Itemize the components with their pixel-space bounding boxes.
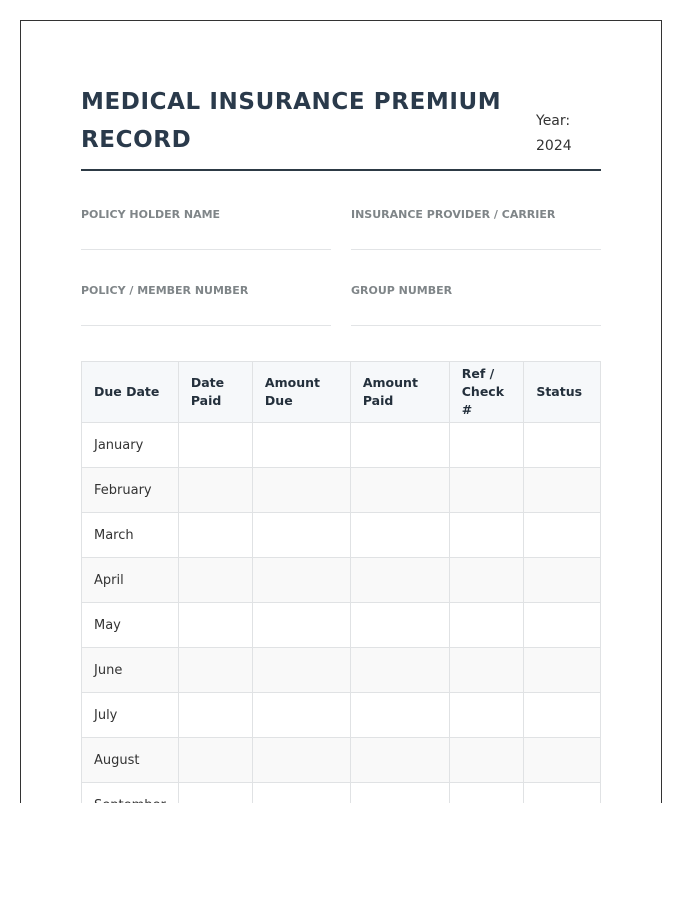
year-block: Year: 2024 (536, 109, 572, 159)
field-label: GROUP NUMBER (351, 284, 453, 297)
table-cell[interactable] (448, 602, 525, 648)
table-cell[interactable] (448, 512, 525, 558)
table-cell[interactable] (177, 557, 253, 603)
column-header: Date Paid (177, 361, 253, 423)
table-cell[interactable] (349, 602, 450, 648)
table-cell[interactable] (448, 692, 525, 738)
table-cell[interactable] (251, 782, 351, 803)
premium-table: Due Date Date Paid Amount Due Amount Paid Re… (81, 361, 601, 803)
document-page: MEDICAL INSURANCE PREMIUM RECORD Year: 2… (20, 20, 662, 803)
column-header: Due Date (81, 361, 179, 423)
table-cell[interactable] (448, 557, 525, 603)
table-cell[interactable] (177, 512, 253, 558)
table-cell[interactable] (251, 467, 351, 513)
table-cell[interactable] (448, 647, 525, 693)
table-cell[interactable] (177, 647, 253, 693)
field-label: POLICY / MEMBER NUMBER (81, 284, 249, 297)
table-cell[interactable] (523, 737, 601, 783)
month-cell: June (81, 647, 179, 693)
table-cell[interactable] (177, 467, 253, 513)
table-cell[interactable] (349, 782, 450, 803)
table-cell[interactable] (177, 602, 253, 648)
month-cell: May (81, 602, 179, 648)
table-cell[interactable] (523, 512, 601, 558)
table-cell[interactable] (251, 422, 351, 468)
policy-member-number-field[interactable]: POLICY / MEMBER NUMBER (81, 284, 331, 326)
table-cell[interactable] (177, 422, 253, 468)
table-row: May (81, 602, 601, 648)
table-cell[interactable] (251, 692, 351, 738)
table-row: July (81, 692, 601, 738)
table-cell[interactable] (448, 422, 525, 468)
table-row: September (81, 782, 601, 803)
insurance-provider-field[interactable]: INSURANCE PROVIDER / CARRIER (351, 208, 601, 250)
month-cell: August (81, 737, 179, 783)
month-cell: January (81, 422, 179, 468)
table-header-row: Due Date Date Paid Amount Due Amount Paid Re… (81, 361, 601, 423)
table-cell[interactable] (448, 737, 525, 783)
month-cell: March (81, 512, 179, 558)
table-cell[interactable] (177, 692, 253, 738)
table-cell[interactable] (523, 602, 601, 648)
field-label: POLICY HOLDER NAME (81, 208, 221, 221)
table-cell[interactable] (523, 422, 601, 468)
table-cell[interactable] (349, 647, 450, 693)
table-cell[interactable] (349, 467, 450, 513)
table-cell[interactable] (448, 467, 525, 513)
column-header: Amount Paid (349, 361, 450, 423)
table-cell[interactable] (251, 737, 351, 783)
table-cell[interactable] (177, 782, 253, 803)
page-title: MEDICAL INSURANCE PREMIUM RECORD (81, 89, 502, 153)
year-label: Year: (536, 113, 571, 129)
table-row: February (81, 467, 601, 513)
policy-holder-name-field[interactable]: POLICY HOLDER NAME (81, 208, 331, 250)
table-cell[interactable] (251, 512, 351, 558)
table-row: August (81, 737, 601, 783)
document-header: MEDICAL INSURANCE PREMIUM RECORD Year: 2… (81, 83, 601, 171)
table-cell[interactable] (523, 557, 601, 603)
table-cell[interactable] (523, 782, 601, 803)
month-cell: July (81, 692, 179, 738)
month-cell: February (81, 467, 179, 513)
table-cell[interactable] (523, 692, 601, 738)
month-cell: September (81, 782, 179, 803)
table-row: April (81, 557, 601, 603)
table-cell[interactable] (448, 782, 525, 803)
table-row: January (81, 422, 601, 468)
table-cell[interactable] (251, 602, 351, 648)
month-cell: April (81, 557, 179, 603)
group-number-field[interactable]: GROUP NUMBER (351, 284, 601, 326)
table-cell[interactable] (177, 737, 253, 783)
table-cell[interactable] (349, 512, 450, 558)
year-value: 2024 (536, 138, 572, 154)
table-cell[interactable] (523, 467, 601, 513)
table-cell[interactable] (349, 737, 450, 783)
table-cell[interactable] (251, 557, 351, 603)
table-cell[interactable] (251, 647, 351, 693)
column-header: Amount Due (251, 361, 351, 423)
column-header: Status (523, 361, 601, 423)
table-cell[interactable] (349, 422, 450, 468)
table-cell[interactable] (523, 647, 601, 693)
table-row: March (81, 512, 601, 558)
table-row: June (81, 647, 601, 693)
column-header: Ref / Check # (448, 361, 525, 423)
table-cell[interactable] (349, 692, 450, 738)
table-cell[interactable] (349, 557, 450, 603)
field-label: INSURANCE PROVIDER / CARRIER (351, 208, 556, 221)
